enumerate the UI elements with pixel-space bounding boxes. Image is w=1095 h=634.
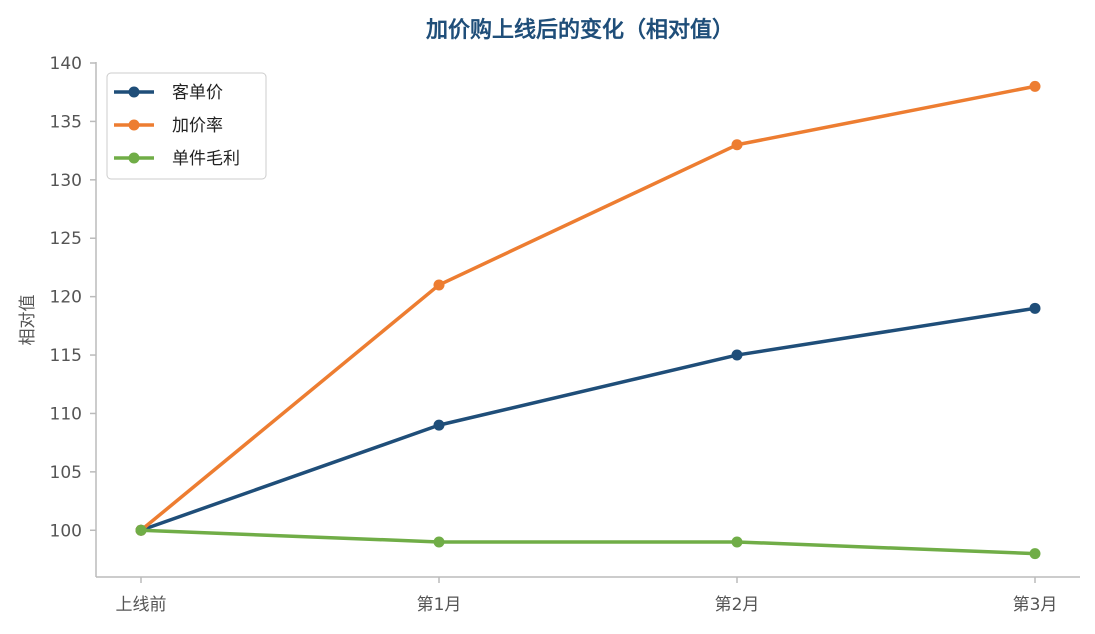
data-point <box>433 536 445 548</box>
y-ticks: 100 105 110 115 120 125 130 135 140 <box>50 54 96 541</box>
data-point <box>433 279 445 291</box>
x-tick-label: 第1月 <box>417 595 462 615</box>
series-group <box>135 80 1041 560</box>
legend-label: 加价率 <box>172 116 223 136</box>
legend-label: 单件毛利 <box>172 149 240 169</box>
series-line <box>139 528 1037 556</box>
data-point <box>1029 80 1041 92</box>
x-tick-label: 第2月 <box>715 595 760 615</box>
y-tick-label: 115 <box>50 346 82 366</box>
data-point <box>1029 548 1041 560</box>
y-tick-label: 125 <box>50 229 82 249</box>
legend-marker <box>128 152 140 164</box>
y-tick-label: 110 <box>50 404 82 424</box>
data-point <box>731 139 743 151</box>
x-tick-label: 第3月 <box>1013 595 1058 615</box>
series-line <box>139 84 1037 533</box>
axes <box>95 62 1080 578</box>
legend-marker <box>128 86 140 98</box>
series-3 <box>135 524 1041 560</box>
y-tick-label: 100 <box>50 521 82 541</box>
legend-box <box>106 72 267 180</box>
y-tick-label: 120 <box>50 288 82 308</box>
data-point <box>731 349 743 361</box>
data-point <box>731 536 743 548</box>
series-1 <box>135 302 1041 536</box>
y-tick-label: 130 <box>50 171 82 191</box>
x-ticks: 上线前 第1月 第2月 第3月 <box>116 577 1058 615</box>
legend-label: 客单价 <box>172 83 223 103</box>
chart-title: 加价购上线后的变化（相对值） <box>425 17 734 43</box>
data-point <box>433 419 445 431</box>
x-tick-label: 上线前 <box>116 595 167 615</box>
y-tick-label: 135 <box>50 112 82 132</box>
series-2 <box>135 80 1041 536</box>
series-line <box>139 306 1037 533</box>
legend-marker <box>128 119 140 131</box>
y-tick-label: 105 <box>50 463 82 483</box>
y-axis-label: 相对值 <box>18 295 38 346</box>
y-tick-label: 140 <box>50 54 82 74</box>
data-point <box>135 524 147 536</box>
data-point <box>1029 302 1041 314</box>
